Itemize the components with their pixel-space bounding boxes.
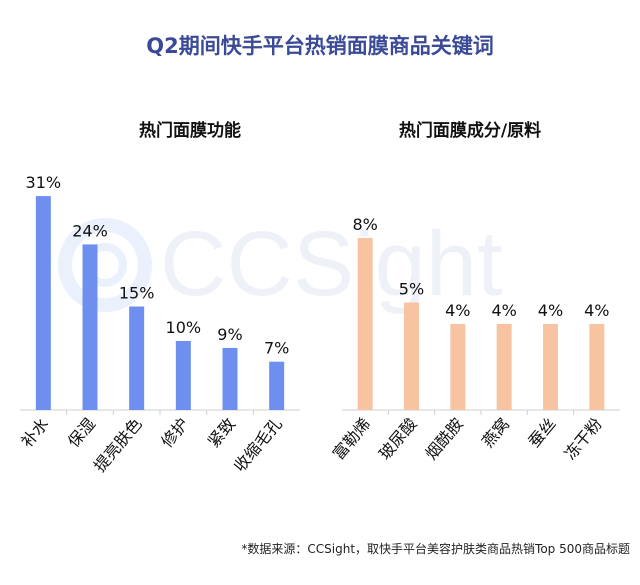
ingredient-bar-chart: 8% 富勒烯 5% 玻尿酸 4% 烟酰胺 4% 燕窝 4% 蚕丝 4% 冻干粉 <box>329 215 620 463</box>
ingredient-bar <box>496 324 512 410</box>
function-category-label: 保湿 <box>64 414 99 451</box>
bar-charts: 31% 补水 24% 保湿 15% 提亮肤色 10% 修护 9% 紧致 7% 收缩毛孔 8% 富勒烯 5%… <box>17 173 620 476</box>
ingredient-value-label: 4% <box>445 301 470 320</box>
function-value-label: 24% <box>72 221 108 240</box>
function-value-label: 15% <box>119 284 155 303</box>
ingredient-value-label: 4% <box>491 301 516 320</box>
ingredient-category-label: 烟酰胺 <box>421 414 466 463</box>
function-bar <box>82 244 98 410</box>
ingredient-category-label: 蚕丝 <box>524 414 559 451</box>
function-category-label: 紧致 <box>204 414 239 451</box>
function-category-label: 补水 <box>17 414 52 451</box>
function-bar-chart: 31% 补水 24% 保湿 15% 提亮肤色 10% 修护 9% 紧致 7% 收缩毛孔 <box>17 173 300 476</box>
function-bar <box>35 196 51 410</box>
left-chart-title: 热门面膜功能 <box>139 121 241 141</box>
ingredient-bar <box>357 238 373 410</box>
ingredient-bar <box>404 302 419 410</box>
ingredient-value-label: 8% <box>352 215 377 234</box>
ingredient-value-label: 4% <box>538 301 563 320</box>
data-source-note: *数据来源：CCSight，取快手平台美容护肤类商品热销Top 500商品标题 <box>241 542 630 556</box>
ingredient-category-label: 玻尿酸 <box>375 414 420 463</box>
ingredient-value-label: 4% <box>584 301 609 320</box>
ingredient-bar <box>589 324 605 410</box>
right-chart-title: 热门面膜成分/原料 <box>398 121 542 141</box>
ingredient-bar <box>543 324 558 410</box>
page-title: Q2期间快手平台热销面膜商品关键词 <box>146 34 494 58</box>
function-value-label: 31% <box>26 173 62 192</box>
ingredient-category-label: 富勒烯 <box>329 414 374 463</box>
ingredient-bar <box>450 324 466 410</box>
function-bar <box>222 347 238 410</box>
function-bar <box>269 361 285 410</box>
function-bar <box>129 306 145 410</box>
function-category-label: 提亮肤色 <box>90 414 146 475</box>
function-value-label: 7% <box>264 339 289 358</box>
function-category-label: 修护 <box>157 414 192 451</box>
function-value-label: 9% <box>217 325 242 344</box>
function-value-label: 10% <box>166 318 202 337</box>
ingredient-category-label: 燕窝 <box>478 414 513 451</box>
ingredient-value-label: 5% <box>399 280 424 299</box>
function-bar <box>175 341 191 410</box>
ingredient-category-label: 冻干粉 <box>560 414 605 463</box>
function-category-label: 收缩毛孔 <box>230 414 286 475</box>
